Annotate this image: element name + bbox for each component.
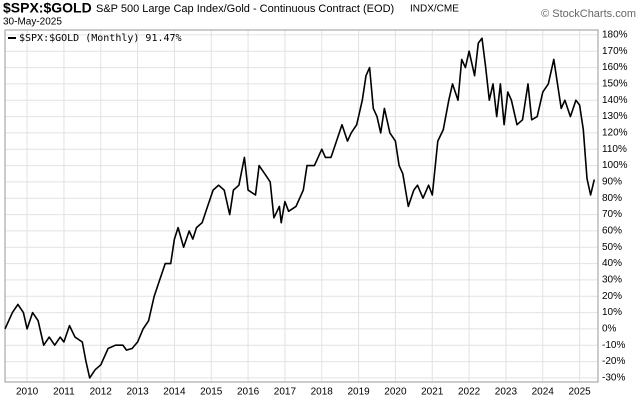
x-tick-label: 2016 (237, 387, 260, 398)
watermark: © StockCharts.com (541, 8, 636, 20)
x-tick-label: 2025 (568, 387, 591, 398)
y-tick-label: -20% (602, 356, 625, 367)
y-tick-label: 30% (602, 275, 622, 286)
y-tick-label: 180% (602, 30, 628, 41)
y-tick-label: 140% (602, 95, 628, 106)
y-tick-label: -10% (602, 340, 625, 351)
y-tick-label: 120% (602, 128, 628, 139)
y-tick-label: 70% (602, 209, 622, 220)
x-tick-label: 2020 (384, 387, 407, 398)
date: 30-May-2025 (3, 17, 62, 28)
y-tick-label: 40% (602, 258, 622, 269)
x-tick-label: 2019 (347, 387, 370, 398)
y-tick-label: 0% (602, 324, 617, 335)
line (4, 37, 596, 379)
x-tick-label: 2010 (16, 387, 39, 398)
x-tick-label: 2015 (200, 387, 223, 398)
y-tick-label: 160% (602, 62, 628, 73)
chart-title: $SPX:$GOLD (3, 0, 92, 16)
y-tick-label: 170% (602, 46, 628, 57)
x-tick-label: 2022 (458, 387, 481, 398)
y-tick-label: 80% (602, 193, 622, 204)
legend-label: $SPX:$GOLD (Monthly) 91.47% (19, 33, 182, 44)
y-tick-label: 50% (602, 242, 622, 253)
x-tick-label: 2017 (274, 387, 297, 398)
y-tick-label: 60% (602, 226, 622, 237)
plot-frame (4, 29, 599, 383)
y-tick-label: 10% (602, 307, 622, 318)
x-tick-label: 2014 (163, 387, 186, 398)
x-tick-label: 2024 (532, 387, 555, 398)
chart-subtitle: S&P 500 Large Cap Index/Gold - Continuou… (96, 3, 394, 15)
x-tick-label: 2023 (495, 387, 518, 398)
y-tick-label: 150% (602, 79, 628, 90)
x-tick-label: 2013 (126, 387, 149, 398)
x-tick-label: 2021 (421, 387, 444, 398)
y-tick-label: -30% (602, 373, 625, 384)
y-tick-label: 20% (602, 291, 622, 302)
y-tick-label: 100% (602, 160, 628, 171)
y-tick-label: 110% (602, 144, 627, 155)
x-tick-label: 2012 (90, 387, 113, 398)
y-tick-label: 130% (602, 111, 628, 122)
x-tick-label: 2018 (311, 387, 334, 398)
exchange: INDX/CME (410, 4, 459, 15)
y-tick-label: 90% (602, 177, 622, 188)
x-tick-label: 2011 (53, 387, 75, 398)
